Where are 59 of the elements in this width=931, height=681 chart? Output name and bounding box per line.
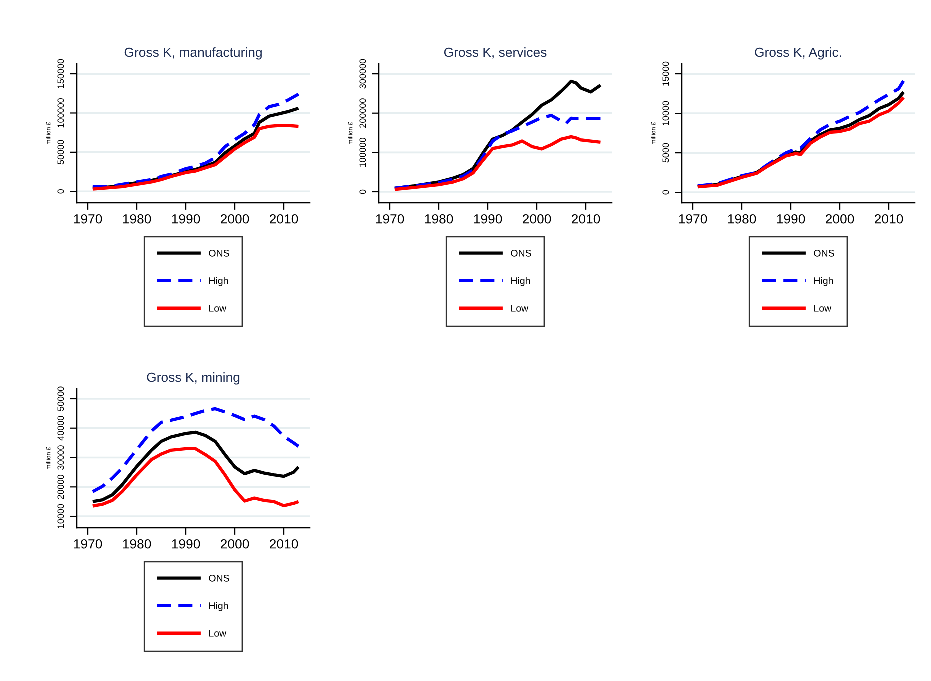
y-tick-label: 20000 [58, 474, 64, 500]
legend-label: ONS [814, 250, 834, 257]
chart-title: Gross K, manufacturing [124, 47, 262, 60]
y-tick-label: 50000 [58, 386, 64, 412]
x-tick-label: 1990 [172, 214, 200, 224]
line-series [91, 407, 300, 494]
legend-label: ONS [209, 574, 230, 582]
y-tick-label: 5000 [662, 143, 670, 163]
legend-label: ONS [209, 250, 230, 257]
y-tick-label: 50000 [58, 140, 64, 165]
x-tick-label: 2000 [221, 539, 250, 549]
legend-label: Low [210, 630, 227, 637]
x-tick-label: 2010 [270, 539, 298, 549]
x-tick-label: 1980 [123, 539, 152, 549]
legend-label: ONS [511, 250, 532, 257]
line-series [91, 124, 300, 191]
legend-label: Low [512, 305, 529, 312]
legend-label: High [512, 277, 530, 286]
x-tick-label: 2000 [221, 214, 250, 224]
x-tick-label: 1980 [728, 214, 756, 224]
y-tick-label: 100000 [360, 138, 366, 168]
x-tick-label: 2010 [875, 214, 904, 224]
y-tick-label: 100000 [58, 98, 64, 128]
y-tick-label: 300000 [360, 59, 366, 89]
chart-title: Gross K, mining [147, 372, 240, 385]
y-tick-label: 0 [662, 190, 670, 195]
x-tick-label: 1970 [679, 214, 708, 224]
legend-label: High [210, 602, 228, 612]
x-tick-label: 1990 [474, 214, 502, 224]
line-series [91, 447, 300, 508]
chart-title: Gross K, services [444, 47, 547, 59]
x-tick-label: 1970 [74, 214, 102, 224]
line-series [393, 135, 602, 192]
x-tick-label: 2010 [572, 214, 600, 224]
y-tick-label: 200000 [360, 98, 366, 128]
legend-label: High [210, 277, 228, 286]
x-tick-label: 1990 [777, 214, 806, 224]
y-tick-label: 10000 [58, 504, 64, 528]
x-tick-label: 1970 [74, 539, 102, 549]
y-tick-label: 150000 [58, 59, 64, 88]
line-series [91, 430, 300, 504]
legend-label: Low [210, 305, 227, 312]
y-tick-label: 40000 [58, 416, 64, 441]
y-tick-label: 0 [58, 189, 64, 194]
line-series [393, 114, 602, 190]
x-tick-label: 2010 [270, 214, 298, 224]
x-tick-label: 2000 [523, 214, 552, 224]
x-tick-label: 1980 [425, 214, 454, 224]
y-tick-label: 30000 [58, 446, 64, 470]
chart-title: Gross K, Agric. [755, 47, 842, 60]
legend-label: Low [814, 305, 832, 312]
y-tick-label: 10000 [662, 101, 670, 126]
x-tick-label: 1980 [123, 214, 152, 224]
y-tick-label: 0 [360, 190, 366, 194]
x-tick-label: 1970 [376, 214, 404, 224]
y-tick-label: 15000 [662, 62, 670, 86]
legend-label: High [814, 277, 834, 286]
x-tick-label: 2000 [826, 214, 854, 224]
x-tick-label: 1990 [172, 539, 200, 549]
